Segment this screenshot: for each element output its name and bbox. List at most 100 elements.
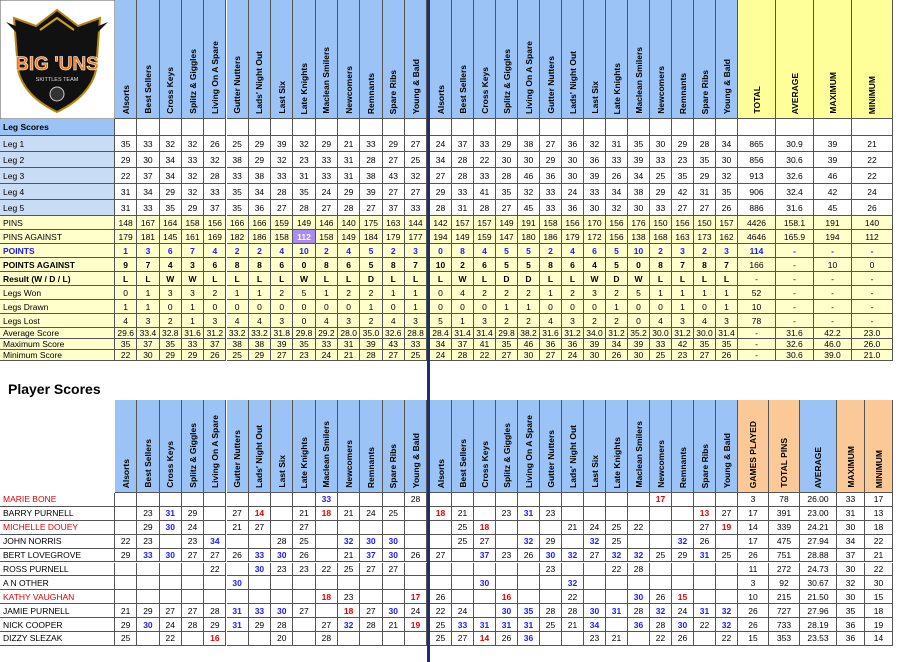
score-cell: 34 (430, 339, 452, 350)
summary-cell: 886 (738, 200, 776, 216)
player-score: 15 (672, 590, 694, 605)
score-cell: 5 (606, 258, 628, 272)
score-cell: 1 (540, 286, 562, 300)
summary-cell: 31.6 (776, 328, 814, 339)
score-cell: 35 (694, 339, 716, 350)
player-score (474, 562, 496, 577)
score-cell: 26 (204, 350, 227, 361)
score-cell: 30 (137, 152, 160, 168)
score-cell: 38 (226, 339, 249, 350)
score-cell: 4 (315, 314, 338, 328)
score-cell: L (694, 272, 716, 286)
player-score (452, 493, 474, 507)
team-header: Alsorts (115, 0, 138, 119)
summary-cell: 4426 (738, 216, 776, 230)
score-cell: 39 (584, 168, 606, 184)
score-cell: 2 (452, 258, 474, 272)
score-cell: 172 (584, 230, 606, 244)
player-summary: 32 (837, 576, 865, 591)
score-cell: 10 (430, 258, 452, 272)
player-score: 23 (181, 534, 205, 549)
team-header: Late Knights (606, 0, 628, 119)
player-score (430, 534, 452, 549)
summary-cell: 4646 (738, 230, 776, 244)
score-cell: 167 (137, 216, 160, 230)
summary-cell: 32.6 (776, 168, 814, 184)
player-score: 29 (115, 618, 138, 632)
player-name: NICK COOPER (0, 618, 115, 632)
player-score: 27 (181, 604, 205, 619)
player-summary: 26 (738, 618, 769, 632)
empty-cell (248, 119, 272, 136)
player-score: 30 (159, 548, 182, 563)
player-score: 30 (137, 618, 160, 632)
score-cell: 7 (404, 258, 428, 272)
player-score (226, 534, 249, 549)
player-score: 30 (271, 548, 294, 563)
team-header: Remnants (360, 0, 383, 119)
player-score: 22 (628, 520, 650, 535)
player-summary: 17 (738, 506, 769, 521)
score-cell: 2 (518, 286, 540, 300)
logo-subtitle: SKITTLES TEAM (36, 77, 79, 83)
empty-cell (496, 119, 518, 136)
player-name: ROSS PURNELL (0, 562, 115, 577)
summary-header: GAMES PLAYED (738, 400, 769, 493)
empty-cell (159, 119, 182, 136)
summary-cell: 23.0 (852, 328, 893, 339)
player-score (181, 493, 205, 507)
player-score (404, 520, 428, 535)
score-cell: D (360, 272, 383, 286)
player-score: 28 (628, 562, 650, 577)
score-cell: 22 (115, 168, 138, 184)
score-cell: 2 (496, 286, 518, 300)
score-cell: 29.8 (293, 328, 316, 339)
score-cell: 31 (606, 136, 628, 152)
score-cell: 31.4 (474, 328, 496, 339)
empty-cell (606, 119, 628, 136)
summary-cell: 30.9 (776, 136, 814, 152)
player-score (628, 506, 650, 521)
summary-cell: - (776, 244, 814, 258)
summary-cell: 46 (814, 168, 852, 184)
team-header: Best Sellers (137, 0, 160, 119)
empty-cell (293, 119, 316, 136)
summary-cell: - (852, 286, 893, 300)
player-score (716, 590, 738, 605)
score-cell: 3 (584, 286, 606, 300)
score-cell: 33 (540, 200, 562, 216)
team-logo: BIG 'UNS SKITTLES TEAM (0, 0, 115, 119)
score-cell: 38 (628, 184, 650, 200)
player-score: 14 (474, 632, 496, 646)
player-score (226, 493, 249, 507)
team-header: Remnants (672, 400, 694, 493)
score-cell: 8 (226, 258, 249, 272)
score-cell: 181 (137, 230, 160, 244)
score-cell: 4 (204, 244, 227, 258)
summary-cell: - (814, 244, 852, 258)
score-cell: 3 (271, 314, 294, 328)
player-score: 18 (430, 506, 452, 521)
summary-cell: 45 (814, 200, 852, 216)
score-cell: 29.8 (496, 328, 518, 339)
summary-cell: - (776, 300, 814, 314)
score-cell: 186 (248, 230, 272, 244)
score-cell: 184 (360, 230, 383, 244)
score-cell: 34 (248, 184, 272, 200)
score-cell: 0 (338, 300, 361, 314)
player-score (562, 506, 584, 521)
player-score: 25 (650, 548, 672, 563)
score-cell: 32 (404, 168, 428, 184)
player-score: 30 (474, 576, 496, 591)
score-cell: 32 (271, 152, 294, 168)
score-cell: 26 (606, 350, 628, 361)
score-cell: 0 (271, 300, 294, 314)
score-cell: 2 (650, 244, 672, 258)
player-score (496, 562, 518, 577)
summary-cell: 32.4 (776, 184, 814, 200)
score-cell: 6 (271, 258, 294, 272)
player-score (694, 590, 716, 605)
player-score: 27 (474, 534, 496, 549)
score-cell: L (716, 272, 738, 286)
player-summary: 215 (769, 590, 800, 605)
